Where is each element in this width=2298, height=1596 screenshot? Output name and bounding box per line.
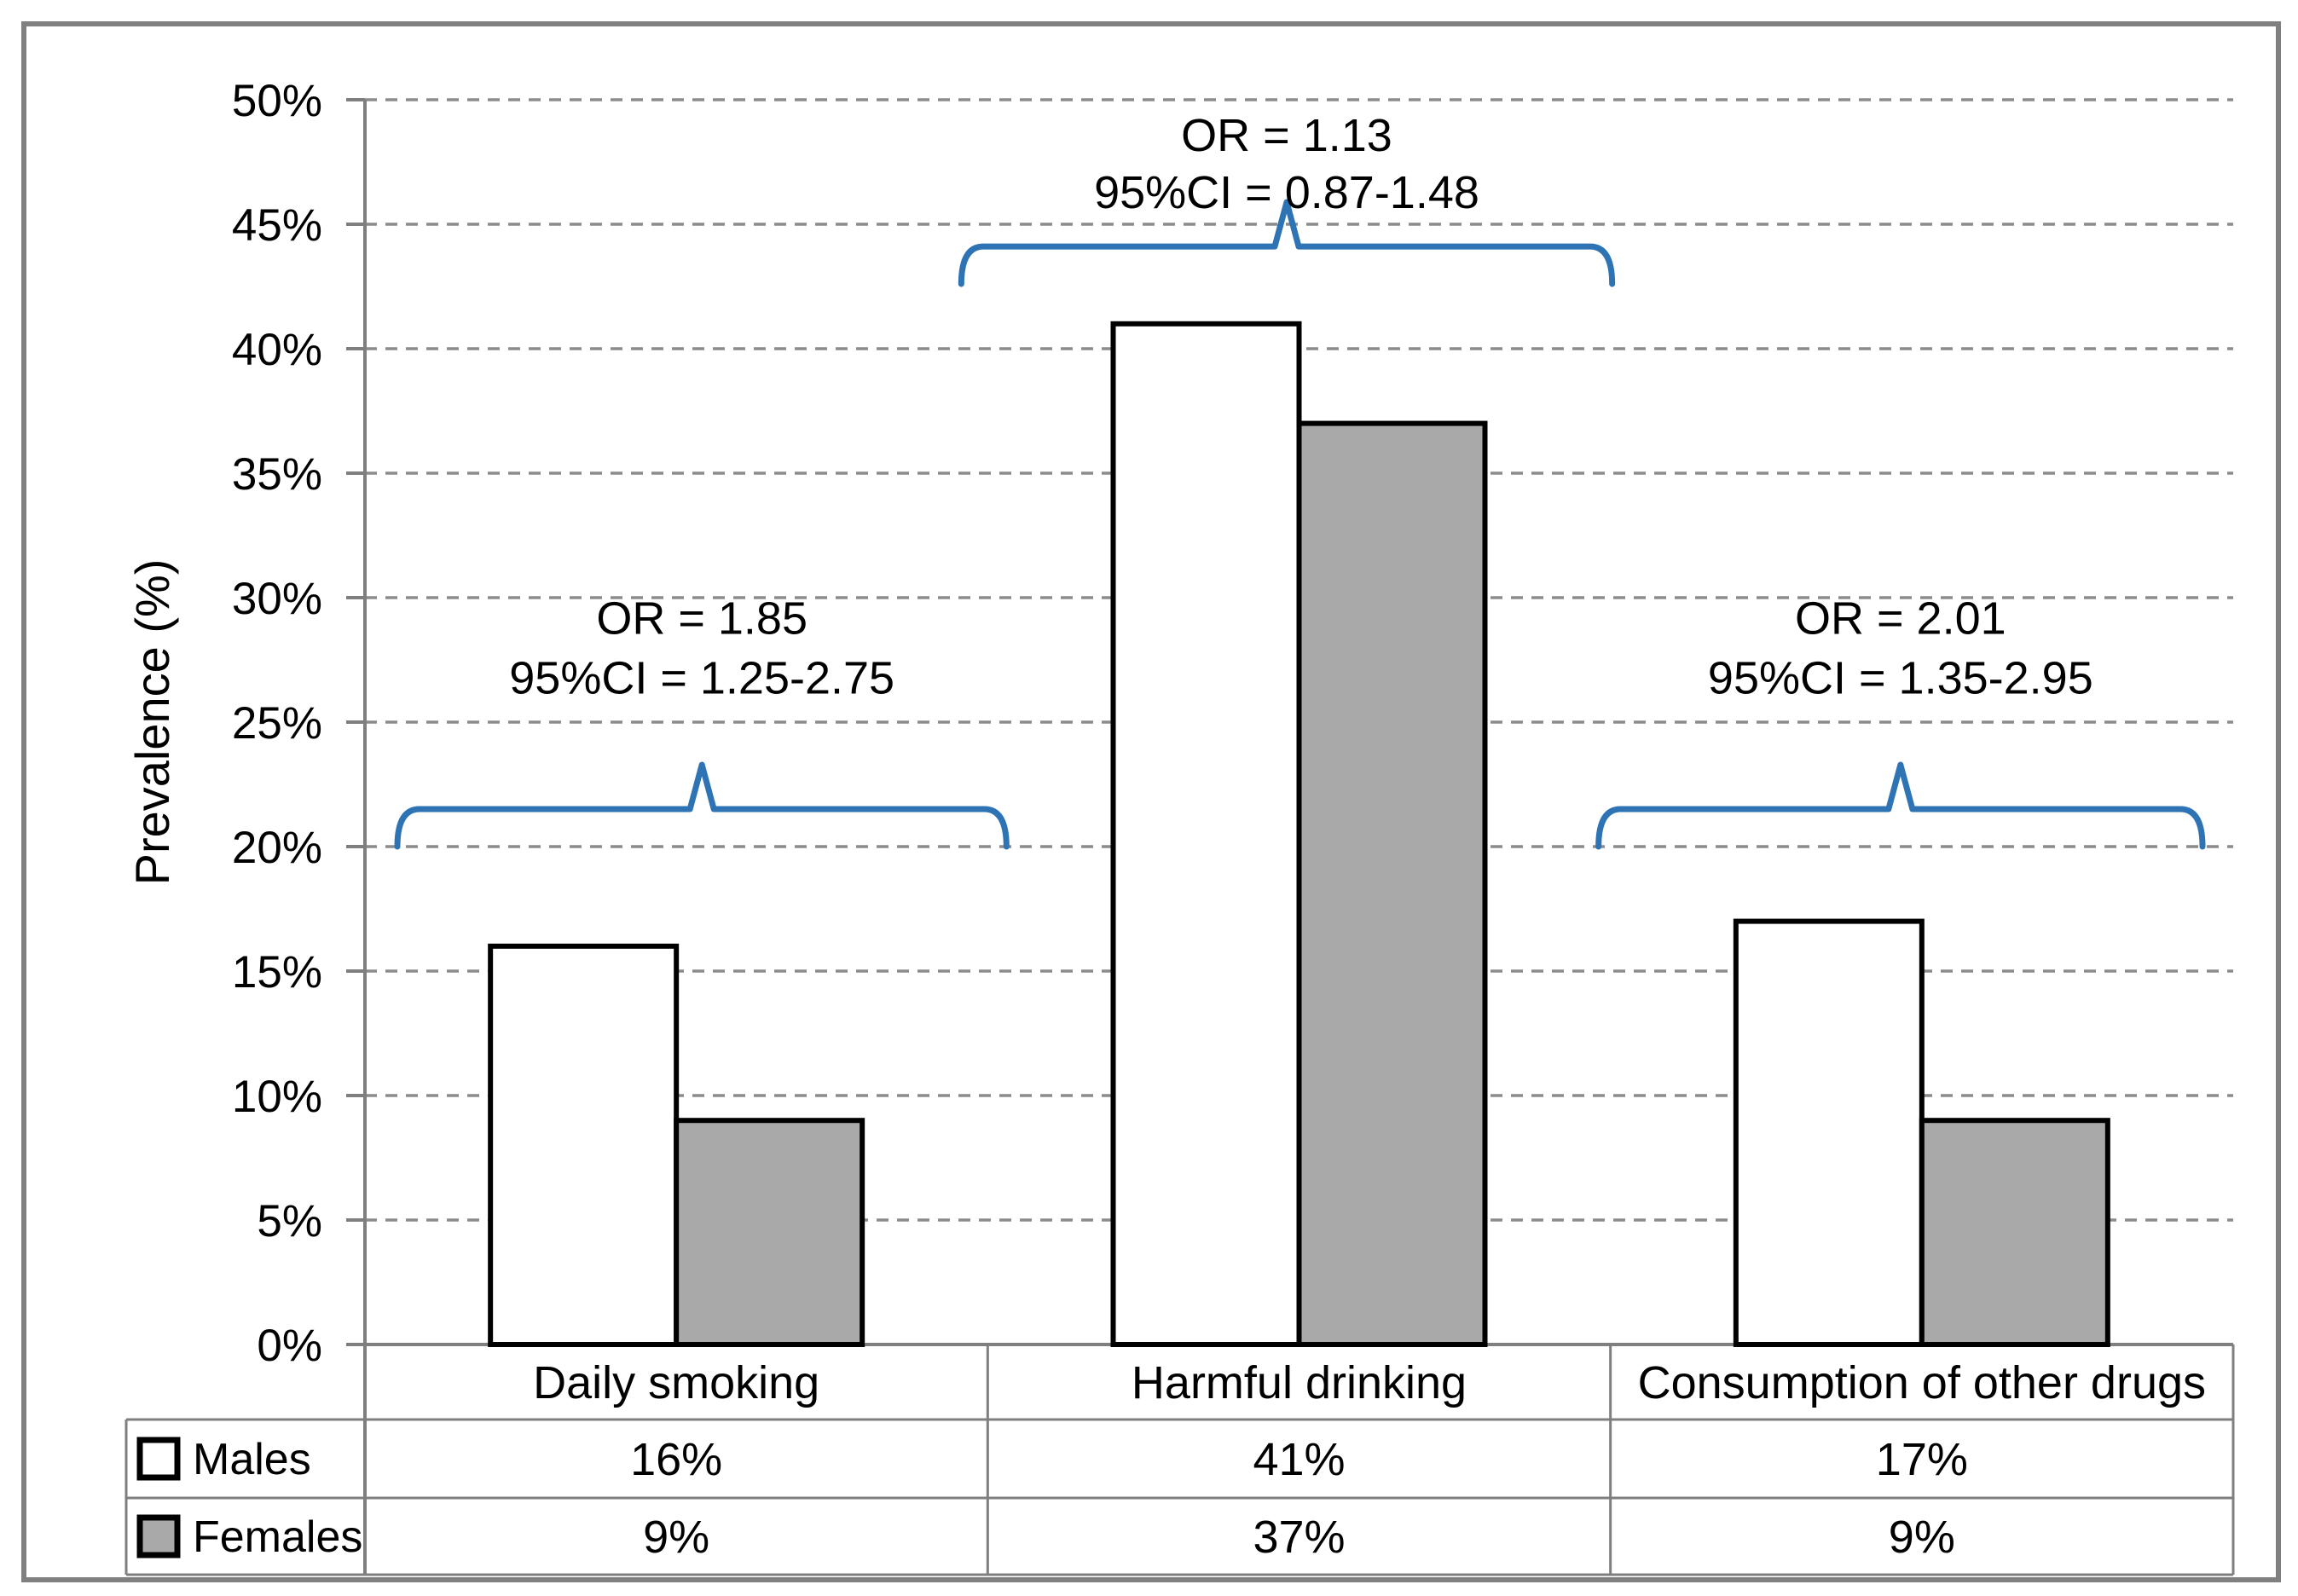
legend-swatch-males [136,1437,181,1481]
y-tick-label-35-: 35% [232,449,322,500]
bar-females-harmful-drinking [1296,420,1488,1348]
legend-label-females: Females [193,1512,362,1562]
brace-harmful-drinking [958,199,1616,287]
annotation-ci-harmful-drinking: 95%CI = 0.87-1.48 [1094,167,1479,218]
y-tick-label-15-: 15% [232,947,322,998]
brace-daily-smoking [394,761,1010,850]
brace-consumption-of-other-drugs [1595,761,2206,850]
y-tick-label-10-: 10% [232,1072,322,1122]
y-tick-label-45-: 45% [232,200,322,251]
value-females-harmful-drinking: 37% [1253,1512,1345,1563]
bar-males-harmful-drinking [1110,321,1302,1347]
value-males-daily-smoking: 16% [630,1434,722,1485]
annotation-or-consumption-of-other-drugs: OR = 2.01 [1795,593,2006,644]
y-tick-label-40-: 40% [232,325,322,375]
category-label-consumption-of-other-drugs: Consumption of other drugs [1638,1357,2206,1408]
bar-females-consumption-of-other-drugs [1919,1118,2110,1347]
bar-males-daily-smoking [488,943,680,1348]
category-label-daily-smoking: Daily smoking [533,1357,819,1408]
y-tick-label-0-: 0% [257,1321,322,1371]
bar-females-daily-smoking [674,1118,865,1347]
value-females-consumption-of-other-drugs: 9% [1889,1512,1955,1563]
y-tick-label-30-: 30% [232,574,322,624]
y-tick-label-5-: 5% [257,1196,322,1246]
annotation-or-harmful-drinking: OR = 1.13 [1181,110,1392,161]
value-females-daily-smoking: 9% [643,1512,709,1563]
chart-frame [21,21,2281,1582]
category-label-harmful-drinking: Harmful drinking [1132,1357,1467,1408]
legend-label-males: Males [193,1435,311,1484]
annotation-or-daily-smoking: OR = 1.85 [596,593,807,644]
value-males-harmful-drinking: 41% [1253,1434,1345,1485]
y-tick-label-50-: 50% [232,76,322,126]
annotation-ci-daily-smoking: 95%CI = 1.25-2.75 [509,652,894,703]
legend-swatch-females [136,1514,181,1558]
y-axis-title: Prevalence (%) [125,559,179,886]
y-tick-label-25-: 25% [232,698,322,749]
annotation-ci-consumption-of-other-drugs: 95%CI = 1.35-2.95 [1708,652,2093,703]
y-tick-label-20-: 20% [232,823,322,873]
value-males-consumption-of-other-drugs: 17% [1876,1434,1968,1485]
bar-males-consumption-of-other-drugs [1733,918,1925,1347]
